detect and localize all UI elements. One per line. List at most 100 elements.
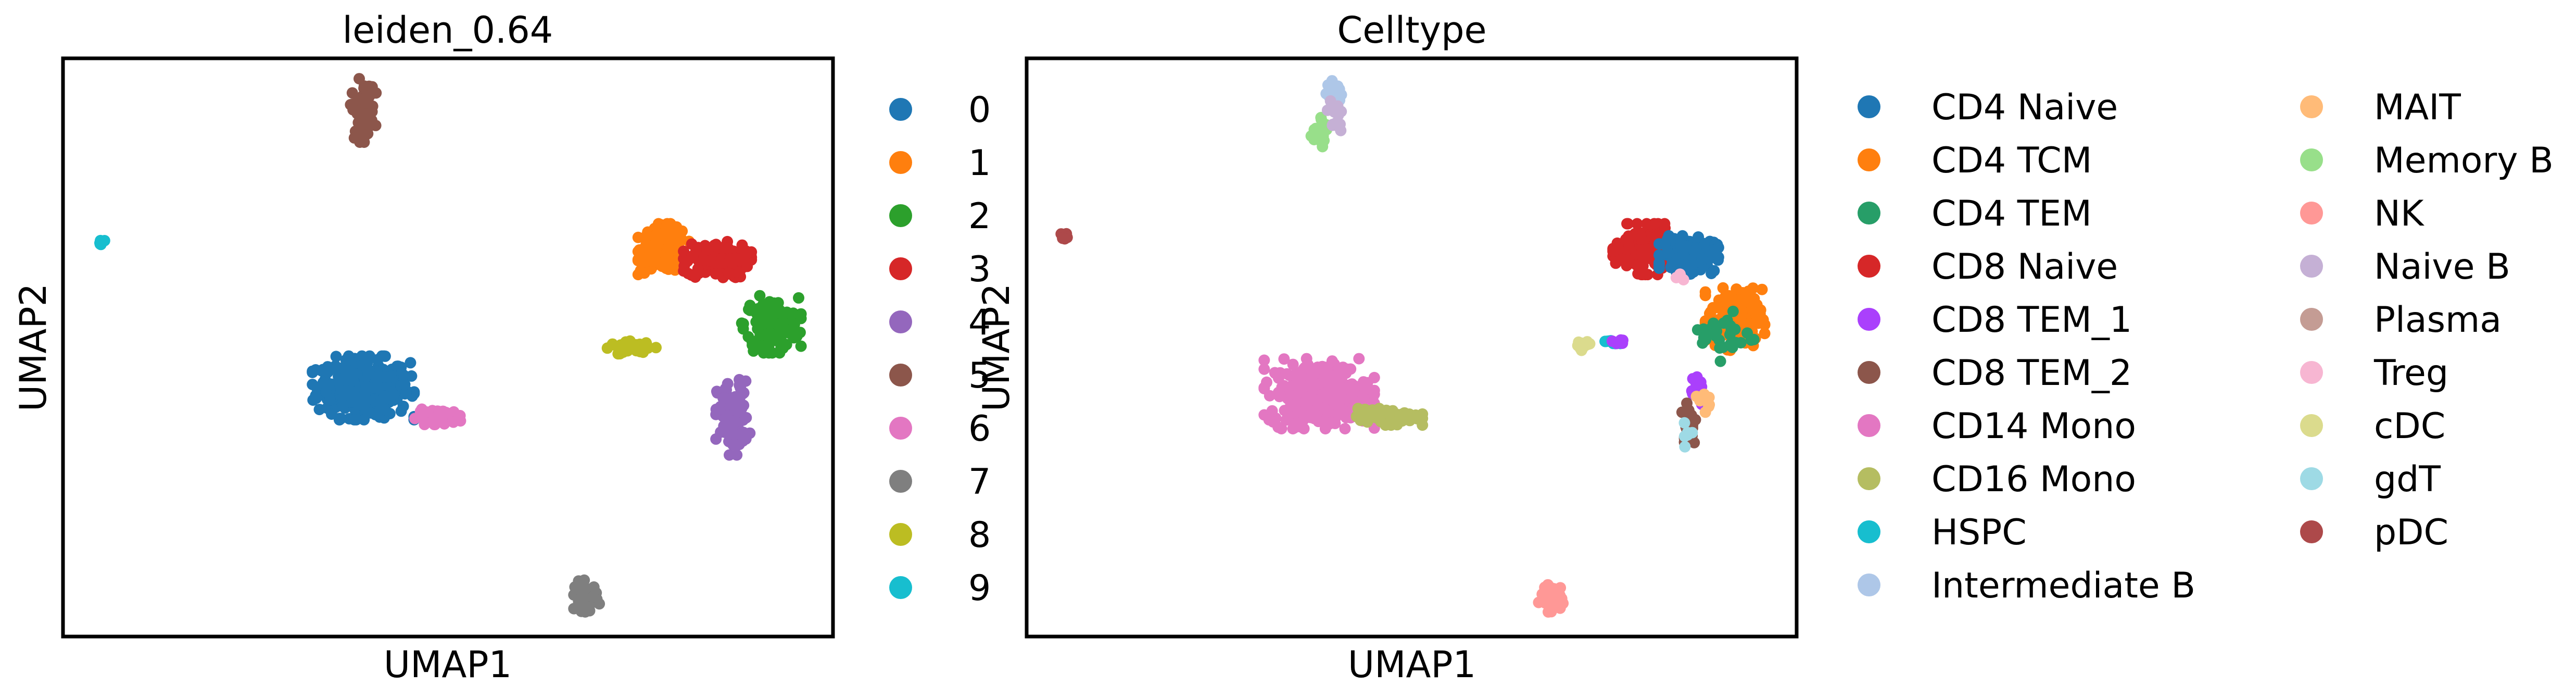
x-axis-label: UMAP1 bbox=[1348, 643, 1476, 686]
data-point bbox=[1380, 419, 1392, 431]
data-point bbox=[1714, 355, 1726, 367]
data-point bbox=[1606, 335, 1618, 347]
legend-marker bbox=[2300, 95, 2323, 118]
data-point bbox=[1337, 362, 1349, 373]
data-point bbox=[686, 238, 698, 250]
legend-item: 2 bbox=[889, 196, 991, 237]
data-point bbox=[1621, 218, 1633, 230]
legend-label: 6 bbox=[968, 408, 991, 450]
legend-item: Naive B bbox=[2300, 246, 2510, 288]
legend-marker bbox=[2300, 467, 2323, 490]
data-point bbox=[307, 365, 319, 377]
data-point bbox=[1622, 235, 1634, 247]
legend-marker bbox=[1858, 574, 1880, 596]
data-point bbox=[741, 260, 753, 272]
data-point bbox=[399, 378, 411, 390]
data-point bbox=[1335, 124, 1347, 136]
legend-label: CD8 TEM_2 bbox=[1931, 353, 2132, 394]
data-point bbox=[723, 267, 735, 279]
legend-item: 5 bbox=[889, 355, 991, 396]
data-point bbox=[1738, 318, 1750, 330]
data-point bbox=[1641, 269, 1653, 281]
legend-label: 3 bbox=[968, 249, 991, 290]
data-point bbox=[1653, 262, 1665, 274]
data-point bbox=[379, 390, 391, 402]
data-point bbox=[1363, 412, 1375, 423]
legend-marker bbox=[2300, 148, 2323, 171]
legend-label: CD4 TEM bbox=[1931, 193, 2092, 234]
legend-item: cDC bbox=[2300, 406, 2445, 447]
data-point bbox=[98, 235, 110, 246]
data-point bbox=[1681, 397, 1693, 409]
legend-item: CD8 TEM_2 bbox=[1858, 353, 2132, 394]
data-point bbox=[1287, 400, 1299, 412]
legend-item: MAIT bbox=[2300, 87, 2461, 128]
data-point bbox=[360, 97, 372, 109]
data-point bbox=[1694, 394, 1706, 406]
data-point bbox=[1296, 385, 1308, 397]
data-point bbox=[1307, 405, 1319, 417]
legend-marker bbox=[1858, 148, 1880, 171]
legend-item: 3 bbox=[889, 249, 991, 290]
axes-frame bbox=[61, 56, 835, 639]
data-point bbox=[1315, 111, 1327, 123]
legend-marker bbox=[1858, 361, 1880, 384]
data-point bbox=[1266, 405, 1278, 417]
data-point bbox=[1574, 340, 1586, 352]
legend-label: Plasma bbox=[2374, 300, 2502, 341]
legend-marker bbox=[889, 98, 912, 121]
data-point bbox=[1741, 327, 1753, 339]
data-point bbox=[1417, 408, 1429, 420]
data-point bbox=[1653, 249, 1665, 261]
data-point bbox=[1708, 317, 1720, 329]
legend-label: gdT bbox=[2374, 459, 2441, 500]
data-point bbox=[1693, 231, 1704, 243]
legend-label: 8 bbox=[968, 515, 991, 556]
data-point bbox=[1678, 417, 1690, 429]
data-point bbox=[340, 375, 352, 387]
data-point bbox=[1543, 606, 1554, 618]
data-point bbox=[727, 439, 739, 451]
panel-title: leiden_0.64 bbox=[343, 9, 553, 52]
axes-frame bbox=[1025, 56, 1799, 639]
data-point bbox=[687, 250, 699, 262]
legend-item: 6 bbox=[889, 408, 991, 450]
data-point bbox=[1273, 391, 1285, 403]
legend-label: CD14 Mono bbox=[1931, 406, 2136, 447]
legend-item: CD8 Naive bbox=[1858, 246, 2118, 288]
data-point bbox=[743, 427, 755, 439]
data-point bbox=[338, 389, 350, 401]
data-point bbox=[1287, 379, 1298, 391]
legend-item: Plasma bbox=[2300, 300, 2502, 341]
data-point bbox=[1278, 353, 1290, 365]
legend-item: CD16 Mono bbox=[1858, 459, 2136, 500]
data-point bbox=[716, 253, 728, 265]
data-point bbox=[795, 340, 807, 352]
legend-item: CD8 TEM_1 bbox=[1858, 300, 2132, 341]
legend-item: 1 bbox=[889, 143, 991, 184]
data-point bbox=[1631, 259, 1643, 271]
data-point bbox=[673, 228, 685, 240]
data-point bbox=[447, 416, 459, 428]
data-point bbox=[1318, 134, 1330, 146]
legend-label: 4 bbox=[968, 302, 991, 343]
data-point bbox=[710, 433, 722, 445]
data-point bbox=[636, 252, 648, 264]
legend-marker bbox=[889, 151, 912, 174]
data-point bbox=[587, 591, 599, 603]
data-point bbox=[353, 73, 365, 85]
data-point bbox=[398, 370, 410, 381]
data-point bbox=[1699, 406, 1711, 418]
data-point bbox=[1319, 371, 1330, 383]
data-point bbox=[721, 410, 733, 422]
data-point bbox=[1403, 409, 1415, 421]
data-point bbox=[1617, 334, 1628, 346]
legend-marker bbox=[1858, 95, 1880, 118]
data-point bbox=[1686, 427, 1698, 439]
legend-marker bbox=[2300, 202, 2323, 225]
legend-item: CD4 TEM bbox=[1858, 193, 2092, 234]
legend-item: 7 bbox=[889, 462, 991, 503]
data-point bbox=[1332, 397, 1344, 408]
legend-item: CD14 Mono bbox=[1858, 406, 2136, 447]
